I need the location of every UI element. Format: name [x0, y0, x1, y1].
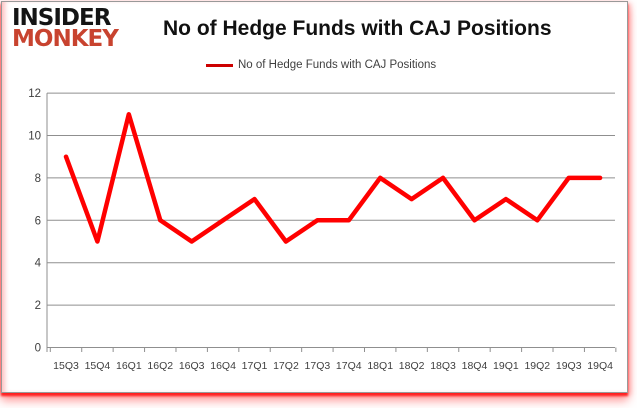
y-axis-label-10: 10 [28, 131, 41, 143]
y-axis-label-12: 12 [28, 88, 41, 100]
x-axis-label-16Q3: 16Q3 [179, 360, 205, 372]
x-axis-label-16Q2: 16Q2 [147, 360, 173, 372]
chart-title: No of Hedge Funds with CAJ Positions [163, 17, 552, 40]
x-axis-label-16Q1: 16Q1 [116, 360, 142, 372]
y-axis-label-2: 2 [35, 300, 41, 312]
chart-svg: 0 2 4 6 8 10 12 15Q3 15Q4 16Q1 16Q2 16Q3 16Q4 17Q1 17Q… [28, 88, 617, 372]
x-axis-label-16Q4: 16Q4 [210, 360, 236, 372]
x-axis-label-17Q1: 17Q1 [242, 360, 268, 372]
insider-monkey-logo: INSIDER MONKEY [12, 5, 119, 52]
legend-label: No of Hedge Funds with CAJ Positions [238, 59, 437, 71]
x-axis-label-19Q3: 19Q3 [556, 360, 582, 372]
logo-line-insider: INSIDER [12, 5, 111, 31]
x-axis-label-18Q4: 18Q4 [462, 360, 488, 372]
y-axis-label-8: 8 [35, 173, 41, 185]
x-axis-label-18Q2: 18Q2 [399, 360, 425, 372]
y-axis-label-6: 6 [35, 215, 41, 227]
x-axis-label-19Q1: 19Q1 [493, 360, 519, 372]
y-axis-label-4: 4 [35, 258, 42, 270]
x-axis-label-17Q3: 17Q3 [305, 360, 331, 372]
x-axis-label-15Q3: 15Q3 [53, 360, 79, 372]
x-axis-label-17Q4: 17Q4 [336, 360, 362, 372]
x-axis-label-15Q4: 15Q4 [85, 360, 111, 372]
series-line [63, 112, 603, 244]
x-axis-label-18Q3: 18Q3 [430, 360, 456, 372]
x-axis-label-19Q4: 19Q4 [587, 360, 613, 372]
y-axis-label-0: 0 [35, 343, 41, 355]
chart-card: INSIDER MONKEY No of Hedge Funds with CA… [1, 1, 628, 393]
logo-line-monkey: MONKEY [12, 26, 119, 52]
x-axis-label-17Q2: 17Q2 [273, 360, 299, 372]
x-axis-label-19Q2: 19Q2 [524, 360, 550, 372]
legend-line-swatch-icon [206, 63, 233, 67]
chart-legend: No of Hedge Funds with CAJ Positions [206, 59, 436, 71]
x-axis-label-18Q1: 18Q1 [367, 360, 393, 372]
